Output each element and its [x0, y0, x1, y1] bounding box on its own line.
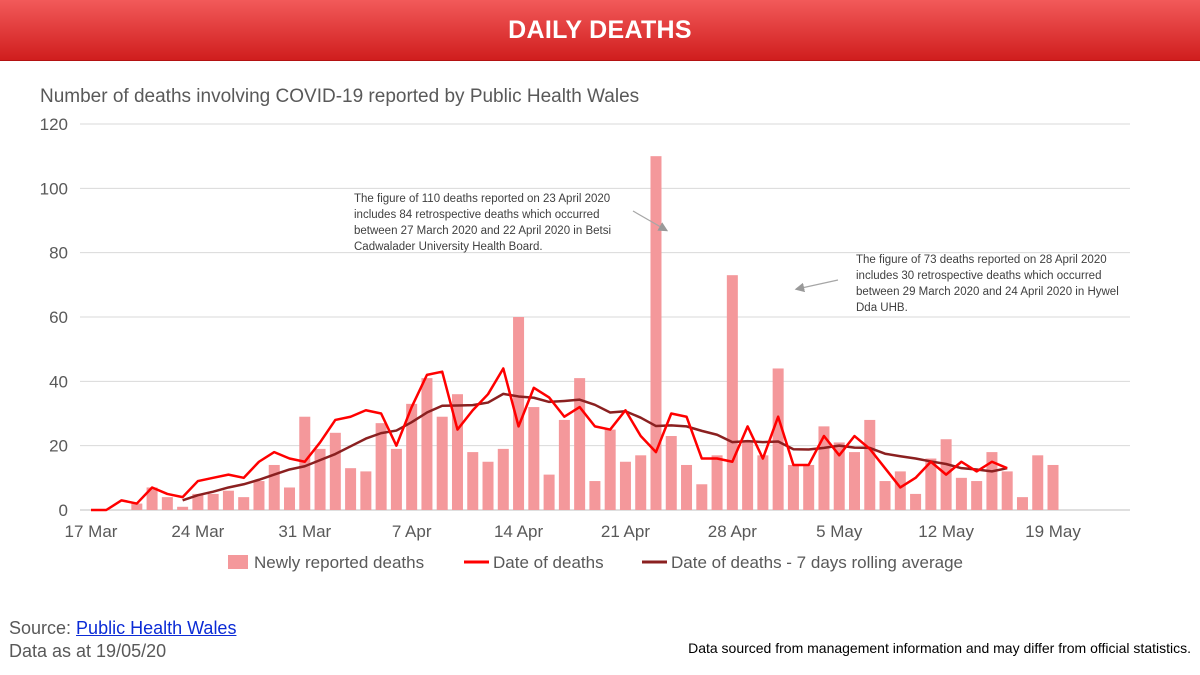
- bar-newly-reported: [177, 506, 189, 510]
- y-tick-label: 120: [40, 115, 68, 134]
- bar-newly-reported: [436, 416, 448, 510]
- bar-newly-reported: [696, 484, 708, 510]
- header-banner: DAILY DEATHS: [0, 0, 1200, 61]
- bar-newly-reported: [803, 464, 815, 510]
- y-tick-label: 40: [49, 372, 68, 391]
- annotation-arrow: [794, 279, 839, 293]
- x-tick-label: 5 May: [816, 522, 863, 541]
- source-link[interactable]: Public Health Wales: [76, 618, 237, 638]
- bar-newly-reported: [314, 448, 326, 510]
- bar-newly-reported: [406, 403, 418, 510]
- bar-newly-reported: [635, 455, 647, 510]
- bar-newly-reported: [833, 442, 845, 510]
- bar-newly-reported: [513, 317, 525, 510]
- source-line: Source: Public Health Wales: [9, 618, 236, 639]
- annotation-110-deaths: The figure of 110 deaths reported on 23 …: [354, 193, 612, 253]
- x-tick-label: 17 Mar: [65, 522, 118, 541]
- bar-newly-reported: [894, 471, 906, 510]
- y-tick-label: 20: [49, 437, 68, 456]
- bar-newly-reported: [1032, 455, 1044, 510]
- bar-newly-reported: [864, 419, 876, 510]
- legend-label-bars: Newly reported deaths: [254, 553, 424, 572]
- bar-newly-reported: [589, 481, 601, 510]
- bar-newly-reported: [482, 461, 494, 510]
- chart-title: Number of deaths involving COVID-19 repo…: [40, 86, 640, 107]
- bar-newly-reported: [711, 455, 723, 510]
- y-tick-label: 100: [40, 179, 68, 198]
- bar-newly-reported: [131, 503, 143, 510]
- bar-newly-reported: [543, 474, 555, 510]
- bar-newly-reported: [955, 477, 967, 510]
- bar-newly-reported: [742, 442, 754, 510]
- bar-newly-reported: [619, 461, 631, 510]
- bar-newly-reported: [253, 481, 265, 510]
- bar-newly-reported: [787, 464, 799, 510]
- x-tick-label: 31 Mar: [278, 522, 331, 541]
- legend-swatch-bars: [228, 555, 248, 569]
- bar-newly-reported: [604, 429, 616, 510]
- bar-newly-reported: [1016, 497, 1028, 510]
- data-date: Data as at 19/05/20: [9, 641, 167, 661]
- bar-newly-reported: [971, 481, 983, 510]
- bar-newly-reported: [757, 455, 769, 510]
- bar-newly-reported: [329, 432, 341, 510]
- bar-newly-reported: [238, 497, 250, 510]
- bar-newly-reported: [146, 487, 158, 510]
- page-title: DAILY DEATHS: [508, 15, 692, 44]
- bar-newly-reported: [818, 426, 830, 510]
- x-tick-label: 14 Apr: [494, 522, 543, 541]
- bar-newly-reported: [390, 448, 402, 510]
- bar-newly-reported: [161, 497, 173, 510]
- bar-newly-reported: [299, 416, 311, 510]
- y-tick-label: 80: [49, 244, 68, 263]
- bar-newly-reported: [726, 275, 738, 510]
- bar-newly-reported: [925, 458, 937, 510]
- bar-newly-reported: [268, 464, 280, 510]
- bar-newly-reported: [574, 378, 586, 510]
- bar-newly-reported: [910, 493, 922, 510]
- bar-newly-reported: [207, 493, 219, 510]
- bar-newly-reported: [665, 436, 677, 510]
- chart: 0 20 40 60 80 100 120 17 Mar 24 Mar 31 Mar 7 Apr 14…: [40, 115, 1130, 572]
- bar-newly-reported: [879, 481, 891, 510]
- bar-newly-reported: [192, 493, 204, 510]
- y-tick-label: 60: [49, 308, 68, 327]
- x-tick-label: 24 Mar: [171, 522, 224, 541]
- x-tick-label: 19 May: [1025, 522, 1081, 541]
- x-tick-label: 12 May: [918, 522, 974, 541]
- x-tick-label: 7 Apr: [392, 522, 432, 541]
- bar-newly-reported: [772, 368, 784, 510]
- bar-newly-reported: [360, 471, 372, 510]
- bar-newly-reported: [222, 490, 234, 510]
- legend-label-date-of-deaths: Date of deaths: [493, 553, 604, 572]
- bar-newly-reported: [467, 452, 479, 510]
- bar-newly-reported: [849, 452, 860, 510]
- bar-newly-reported: [451, 394, 463, 510]
- bar-newly-reported: [1001, 471, 1013, 510]
- annotation-73-deaths: The figure of 73 deaths reported on 28 A…: [856, 254, 1119, 314]
- bar-newly-reported: [528, 407, 540, 510]
- bar-newly-reported: [284, 487, 296, 510]
- bar-newly-reported: [421, 378, 433, 510]
- source-label: Source:: [9, 618, 77, 638]
- bar-newly-reported: [497, 448, 509, 510]
- bar-newly-reported: [681, 464, 693, 510]
- x-tick-label: 21 Apr: [601, 522, 650, 541]
- legend-label-rolling-average: Date of deaths - 7 days rolling average: [671, 553, 963, 572]
- x-tick-label: 28 Apr: [708, 522, 757, 541]
- bar-newly-reported: [345, 468, 357, 510]
- bar-newly-reported: [986, 452, 998, 510]
- disclaimer: Data sourced from management information…: [688, 640, 1191, 656]
- line-date-of-deaths: [91, 367, 1008, 512]
- bar-newly-reported: [650, 156, 662, 510]
- annotation-arrow: [632, 210, 669, 232]
- y-tick-label: 0: [59, 501, 68, 520]
- bar-newly-reported: [1047, 464, 1059, 510]
- bar-newly-reported: [375, 423, 387, 510]
- bar-newly-reported: [558, 419, 570, 510]
